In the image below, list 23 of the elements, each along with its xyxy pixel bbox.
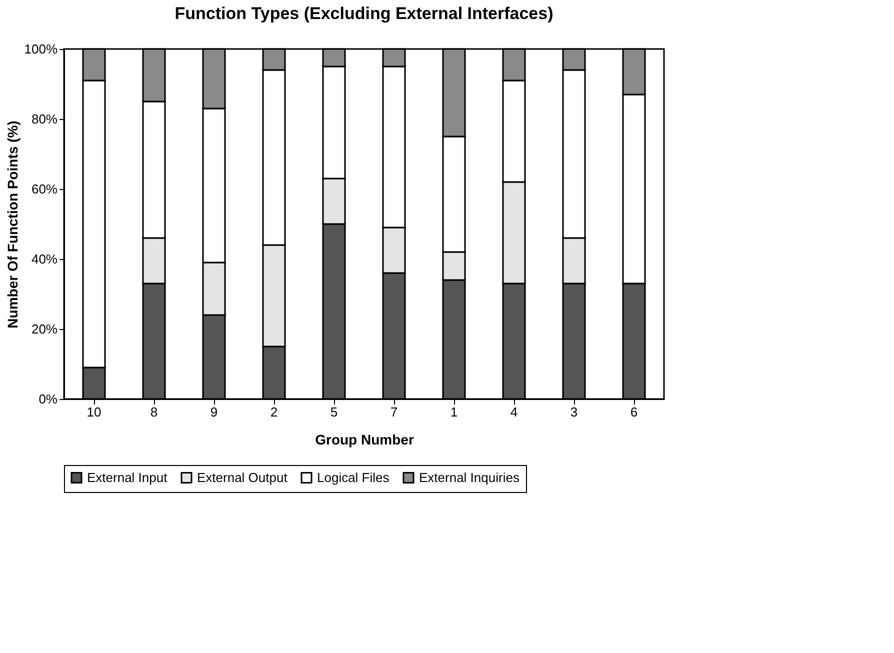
legend-label: External Inquiries — [419, 470, 520, 485]
x-tick-label: 9 — [210, 404, 218, 420]
y-tick-label: 40% — [31, 252, 58, 266]
y-tick-label: 100% — [24, 42, 58, 56]
x-tick-label: 6 — [630, 404, 638, 420]
x-tick-label: 7 — [390, 404, 398, 420]
legend-label: External Input — [87, 470, 168, 485]
x-tick-label: 10 — [86, 404, 102, 420]
y-tick-label: 60% — [31, 182, 58, 196]
legend-label: External Output — [197, 470, 288, 485]
y-tick-label: 80% — [31, 112, 58, 126]
y-tick-label: 0% — [38, 392, 58, 406]
x-tick-label: 4 — [510, 404, 518, 420]
x-tick-label: 2 — [270, 404, 278, 420]
y-tick-label: 20% — [31, 322, 58, 336]
x-tick-label: 5 — [330, 404, 338, 420]
chart-title: Function Types (Excluding External Interfaces) — [174, 4, 554, 23]
x-tick-label: 3 — [570, 404, 578, 420]
x-tick-label: 1 — [450, 404, 458, 420]
x-axis-title: Group Number — [315, 432, 414, 448]
y-axis-title: Number Of Function Points (%) — [4, 120, 20, 328]
x-tick-label: 8 — [150, 404, 158, 420]
legend-label: Logical Files — [317, 470, 390, 485]
